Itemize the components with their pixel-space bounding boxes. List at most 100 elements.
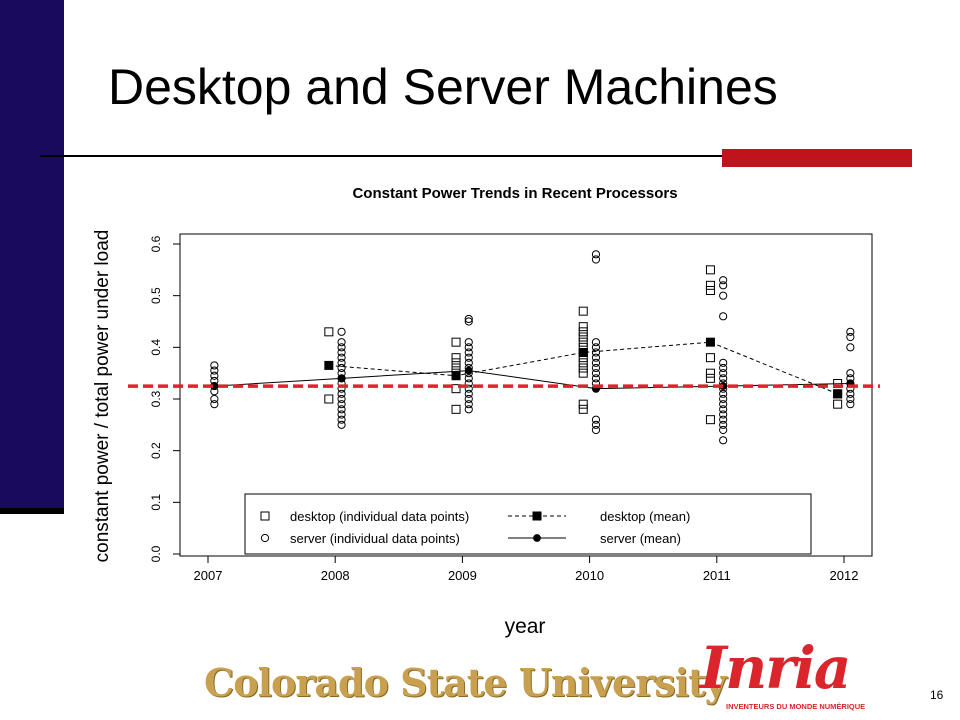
data-point: [846, 332, 855, 342]
data-point: [464, 348, 473, 357]
data-point: [719, 276, 728, 285]
series-0: [324, 265, 843, 425]
data-point: [719, 281, 728, 290]
data-point: [210, 366, 219, 375]
csu-logo: Colorado State University: [204, 660, 727, 705]
inria-wordmark: Inria: [700, 634, 851, 702]
y-tick-label: 0.6: [149, 235, 163, 252]
data-point: [591, 255, 601, 264]
data-point: [337, 405, 346, 414]
x-tick-label: 2012: [830, 568, 859, 583]
data-point: [464, 366, 473, 375]
data-point: [705, 368, 715, 378]
y-tick-label: 0.1: [149, 494, 163, 511]
data-point: [719, 394, 728, 404]
data-point: [591, 415, 601, 424]
slide-sidebar-edge: [0, 508, 64, 514]
data-point: [337, 353, 346, 362]
data-point: [705, 337, 715, 347]
data-point: [846, 343, 855, 352]
data-point: [578, 337, 588, 347]
data-point: [833, 389, 843, 399]
data-point: [846, 327, 855, 336]
data-point: [719, 420, 728, 429]
data-point: [719, 436, 728, 445]
data-point: [210, 400, 219, 409]
x-axis-label: year: [505, 615, 546, 638]
x-tick-label: 2011: [703, 568, 731, 583]
chart-marks: [210, 250, 855, 445]
data-point: [464, 394, 473, 404]
data-point: [719, 389, 728, 398]
data-point: [846, 369, 855, 378]
data-point: [578, 358, 588, 368]
data-point: [337, 338, 346, 347]
title-rule: [40, 155, 912, 157]
data-point: [337, 400, 346, 409]
data-point: [591, 358, 601, 367]
data-point: [833, 399, 843, 409]
legend-marker: [532, 511, 542, 521]
y-tick-label: 0.4: [149, 339, 163, 356]
data-point: [719, 410, 728, 419]
legend-label: desktop (mean): [600, 509, 690, 524]
data-point: [719, 400, 728, 409]
data-point: [464, 358, 473, 367]
data-point: [451, 358, 461, 368]
legend-entry: desktop (mean): [508, 509, 690, 524]
data-point: [578, 306, 588, 316]
data-point: [337, 327, 346, 336]
data-point: [705, 286, 715, 295]
data-point: [464, 374, 473, 383]
x-tick-label: 2009: [448, 568, 477, 583]
data-point: [578, 348, 588, 357]
legend-entry: desktop (individual data points): [260, 509, 469, 524]
data-point: [846, 394, 855, 404]
data-point: [719, 405, 728, 414]
data-point: [705, 373, 715, 383]
data-point: [324, 327, 334, 337]
constant-power-chart: Constant Power Trends in Recent Processo…: [92, 185, 880, 638]
data-point: [324, 394, 334, 404]
data-point: [337, 410, 346, 419]
y-axis: 0.0 0.1 0.2 0.3 0.4 0.5 0.6: [149, 235, 181, 562]
data-point: [719, 291, 728, 300]
chart-title: Constant Power Trends in Recent Processo…: [352, 185, 677, 202]
data-point: [464, 405, 473, 414]
data-point: [578, 368, 588, 378]
y-axis-label: constant power / total power under load: [92, 230, 113, 563]
data-point: [719, 369, 728, 378]
legend-marker: [260, 511, 270, 521]
x-tick-label: 2010: [575, 568, 604, 583]
data-point: [591, 338, 601, 347]
data-point: [591, 363, 601, 373]
x-tick-label: 2008: [321, 568, 350, 583]
data-point: [591, 374, 601, 383]
inria-logo: Inria INVENTEURS DU MONDE NUMÉRIQUE: [696, 634, 886, 718]
legend-label: server (individual data points): [290, 531, 460, 546]
data-point: [719, 425, 728, 435]
data-point: [210, 361, 219, 370]
data-point: [578, 404, 588, 414]
data-point: [337, 374, 346, 383]
data-point: [464, 338, 473, 347]
data-point: [337, 343, 346, 352]
data-point: [464, 384, 473, 393]
data-point: [578, 399, 588, 409]
data-point: [337, 420, 346, 429]
series-line: [328, 341, 838, 395]
data-point: [464, 314, 473, 324]
data-point: [578, 327, 588, 337]
data-point: [591, 353, 601, 362]
data-point: [464, 343, 473, 352]
data-point: [451, 404, 461, 414]
x-axis: 2007 2008 2009 2010 2011 2012: [194, 555, 859, 583]
data-point: [578, 363, 588, 373]
data-point: [719, 415, 728, 424]
data-point: [705, 265, 715, 275]
data-point: [464, 317, 473, 326]
slide-title: Desktop and Server Machines: [108, 59, 778, 115]
data-point: [337, 358, 346, 367]
data-point: [464, 389, 473, 398]
y-tick-label: 0.0: [149, 545, 163, 562]
